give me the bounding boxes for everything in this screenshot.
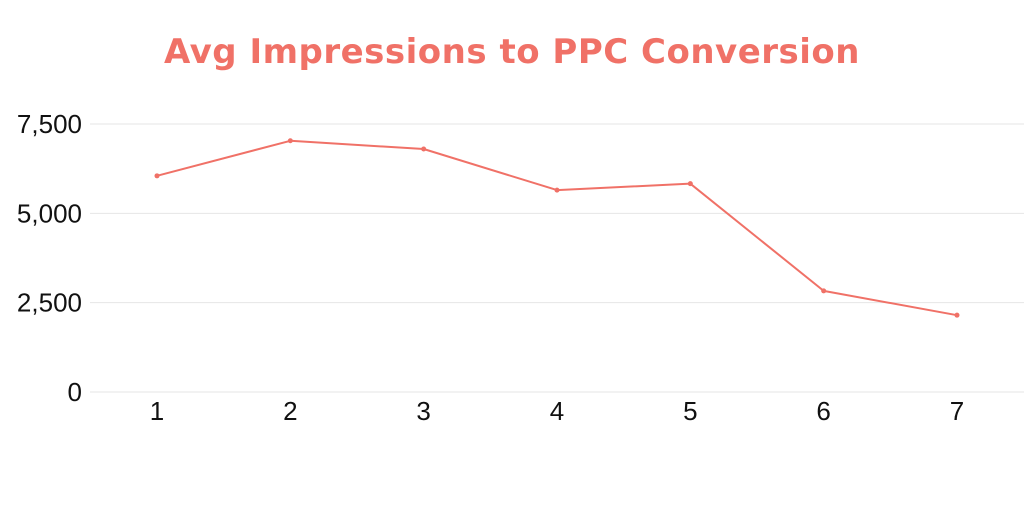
x-tick-label: 7 [950, 396, 964, 426]
gridlines [90, 123, 1024, 393]
x-tick-label: 3 [416, 396, 430, 426]
y-tick-label: 0 [68, 377, 82, 407]
y-tick-label: 2,500 [17, 288, 82, 318]
data-point [687, 181, 693, 187]
data-point [421, 146, 427, 152]
x-tick-label: 6 [816, 396, 830, 426]
y-axis-tick-labels: 0 2,500 5,000 7,500 [17, 109, 82, 407]
chart-title: Avg Impressions to PPC Conversion [164, 32, 860, 72]
x-tick-label: 5 [683, 396, 697, 426]
y-tick-label: 5,000 [17, 198, 82, 228]
data-point [821, 288, 827, 294]
y-tick-label: 7,500 [17, 109, 82, 139]
x-axis-tick-labels: 1 2 3 4 5 6 7 [150, 396, 964, 426]
data-point [154, 173, 160, 179]
series-line-0 [156, 139, 958, 317]
data-point [287, 138, 293, 144]
data-series [154, 138, 960, 318]
x-tick-label: 2 [283, 396, 297, 426]
data-point [954, 312, 960, 318]
x-tick-label: 4 [550, 396, 564, 426]
x-tick-label: 1 [150, 396, 164, 426]
data-point [554, 187, 560, 193]
